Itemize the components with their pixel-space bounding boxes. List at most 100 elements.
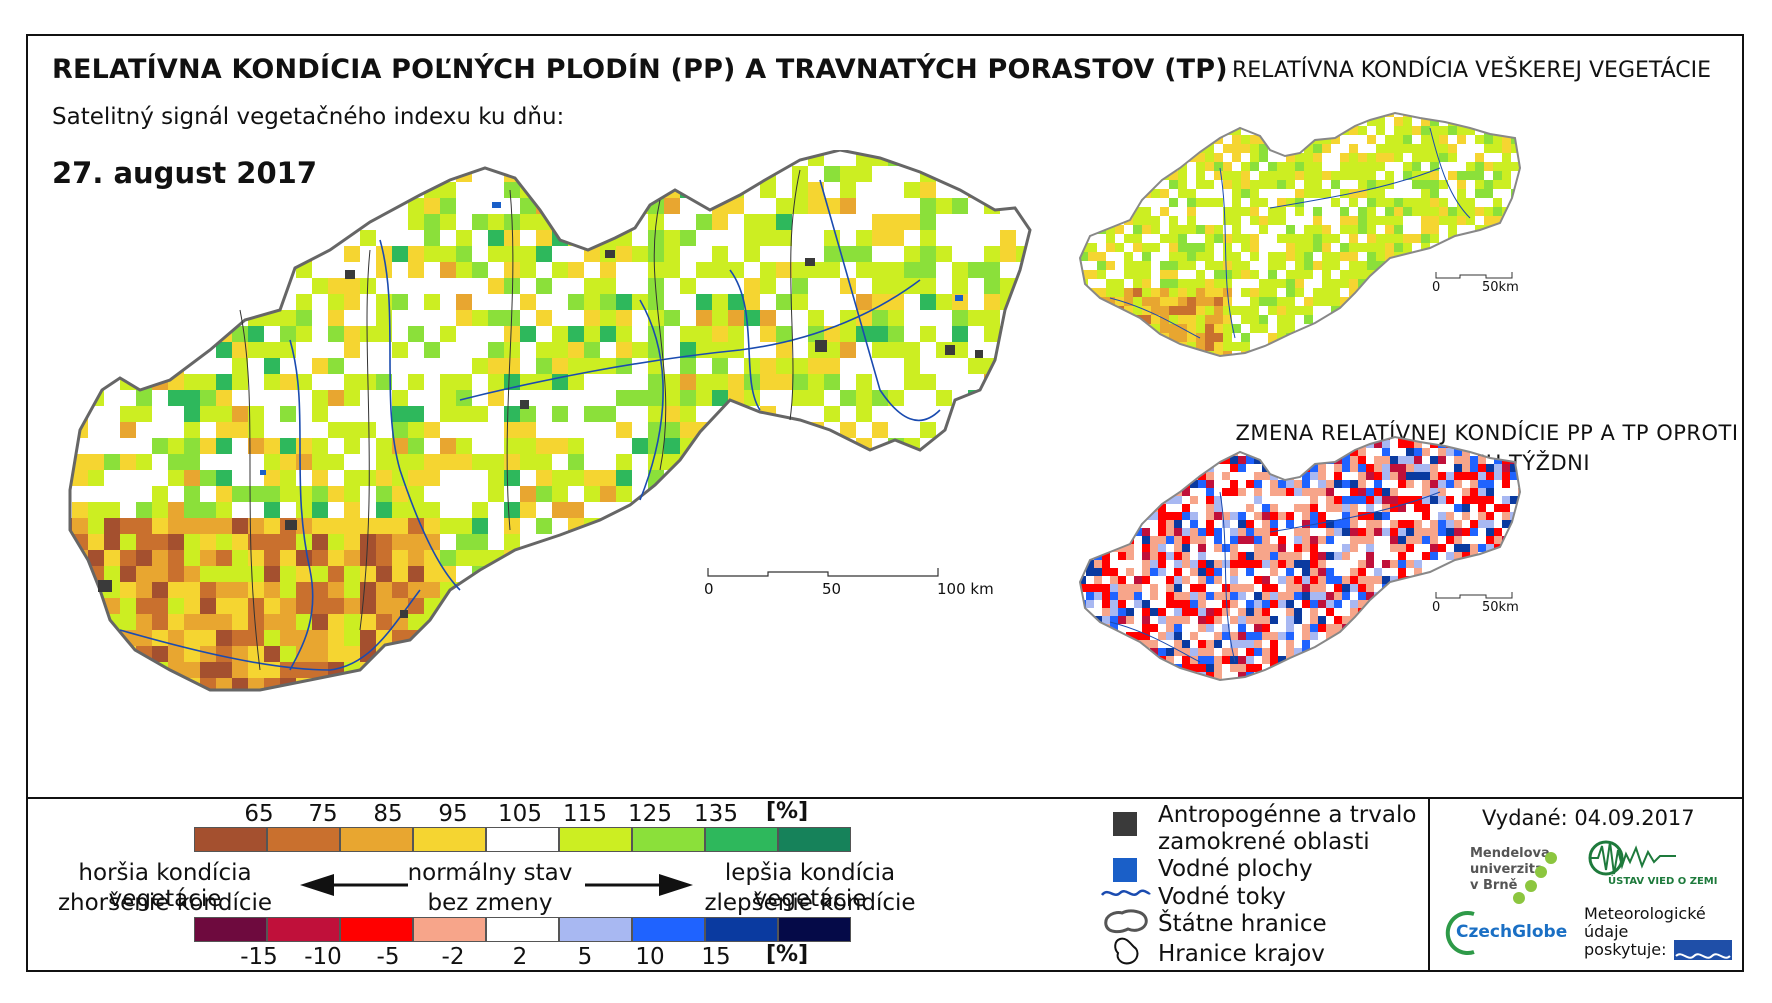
condition-pixel: [248, 758, 264, 774]
condition-pixel: [568, 646, 584, 662]
vegetation-pixel: [1286, 342, 1295, 351]
change-pixel: [1198, 592, 1206, 600]
condition-pixel: [744, 166, 760, 182]
condition-pixel: [424, 566, 440, 582]
condition-pixel: [504, 502, 520, 518]
condition-pixel: [952, 278, 968, 294]
condition-color-swatch: [705, 827, 778, 852]
change-pixel: [1166, 440, 1174, 448]
vegetation-pixel: [1151, 126, 1160, 135]
vegetation-pixel: [1286, 144, 1295, 153]
change-pixel: [1118, 488, 1126, 496]
vegetation-pixel: [1250, 207, 1259, 216]
condition-pixel: [168, 694, 184, 710]
change-pixel: [1350, 672, 1358, 680]
condition-pixel: [536, 278, 552, 294]
change-pixel: [1174, 592, 1182, 600]
vegetation-pixel: [1448, 207, 1457, 216]
condition-pixel: [536, 470, 552, 486]
vegetation-pixel: [1232, 144, 1241, 153]
condition-pixel: [136, 566, 152, 582]
change-pixel: [1478, 624, 1486, 632]
condition-pixel: [648, 310, 664, 326]
condition-tick: 75: [308, 801, 338, 827]
vegetation-pixel: [1151, 324, 1160, 333]
condition-pixel: [424, 582, 440, 598]
condition-pixel: [952, 326, 968, 342]
change-pixel: [1406, 472, 1414, 480]
vegetation-pixel: [1457, 333, 1466, 342]
condition-pixel: [296, 438, 312, 454]
vegetation-pixel: [1340, 225, 1349, 234]
change-pixel: [1374, 528, 1382, 536]
change-pixel: [1406, 536, 1414, 544]
vegetation-pixel: [1169, 234, 1178, 243]
condition-pixel: [216, 550, 232, 566]
condition-pixel: [808, 742, 824, 758]
change-pixel: [1278, 664, 1286, 672]
condition-pixel: [248, 614, 264, 630]
change-pixel: [1102, 488, 1110, 496]
vegetation-pixel: [1178, 315, 1187, 324]
condition-pixel: [840, 486, 856, 502]
condition-pixel: [264, 630, 280, 646]
vegetation-pixel: [1088, 297, 1097, 306]
condition-pixel: [232, 678, 248, 690]
change-pixel: [1222, 600, 1230, 608]
change-pixel: [1318, 648, 1326, 656]
condition-pixel: [200, 566, 216, 582]
condition-pixel: [392, 694, 408, 710]
change-pixel: [1390, 672, 1398, 680]
vegetation-pixel: [1457, 243, 1466, 252]
condition-pixel: [616, 582, 632, 598]
condition-pixel: [40, 662, 56, 678]
condition-pixel: [376, 550, 392, 566]
condition-pixel: [408, 166, 424, 182]
mendel-text-1: Mendelova: [1470, 846, 1550, 861]
change-pixel: [1302, 528, 1310, 536]
vegetation-pixel: [1259, 180, 1268, 189]
vegetation-pixel: [1520, 207, 1529, 216]
vegetation-pixel: [1313, 180, 1322, 189]
condition-pixel: [648, 150, 664, 166]
change-pixel: [1398, 624, 1406, 632]
vegetation-pixel: [1205, 144, 1214, 153]
vegetation-pixel: [1250, 180, 1259, 189]
change-pixel: [1254, 528, 1262, 536]
change-pixel: [1262, 592, 1270, 600]
condition-pixel: [184, 694, 200, 710]
vegetation-pixel: [1080, 288, 1088, 297]
change-pixel: [1446, 437, 1454, 440]
change-pixel: [1206, 648, 1214, 656]
change-pixel: [1222, 648, 1230, 656]
vegetation-pixel: [1106, 333, 1115, 342]
change-pixel: [1494, 680, 1502, 682]
change-pixel: [1222, 520, 1230, 528]
change-pixel: [1102, 632, 1110, 640]
change-pixel: [1398, 520, 1406, 528]
vegetation-pixel: [1475, 261, 1484, 270]
change-pixel: [1094, 528, 1102, 536]
vegetation-pixel: [1259, 216, 1268, 225]
condition-pixel: [408, 470, 424, 486]
vegetation-pixel: [1403, 198, 1412, 207]
condition-pixel: [248, 262, 264, 278]
change-pixel: [1446, 528, 1454, 536]
vegetation-pixel: [1160, 162, 1169, 171]
condition-pixel: [312, 774, 328, 790]
condition-pixel: [40, 710, 56, 726]
change-pixel: [1486, 544, 1494, 552]
vegetation-pixel: [1097, 315, 1106, 324]
change-pixel: [1246, 480, 1254, 488]
condition-pixel: [920, 742, 936, 758]
condition-pixel: [552, 438, 568, 454]
condition-pixel: [216, 598, 232, 614]
condition-pixel: [1160, 390, 1176, 406]
condition-pixel: [264, 470, 280, 486]
vegetation-pixel: [1349, 144, 1358, 153]
condition-pixel: [824, 438, 840, 454]
change-pixel: [1478, 568, 1486, 576]
vegetation-pixel: [1178, 306, 1187, 315]
condition-pixel: [360, 742, 376, 758]
condition-pixel: [632, 150, 648, 166]
